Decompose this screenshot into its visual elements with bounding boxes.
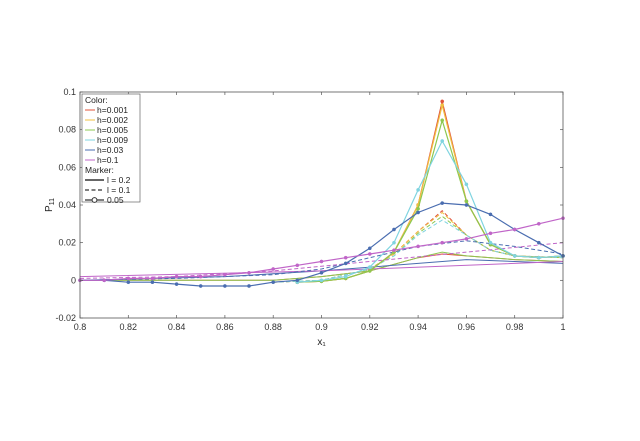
data-point [198, 284, 203, 288]
data-point [319, 278, 324, 283]
data-point [488, 231, 493, 236]
data-point [488, 240, 493, 245]
x-tick-label: 0.88 [264, 322, 282, 332]
legend-entry-label: h=0.001 [97, 105, 128, 115]
y-tick-label: 0.04 [58, 200, 76, 210]
legend-style-label: 0.05 [107, 195, 124, 205]
y-axis-label: P11 [44, 198, 56, 212]
series-line-solid-13 [80, 251, 564, 281]
data-point [150, 276, 155, 281]
data-point [464, 199, 469, 204]
data-point [392, 240, 396, 245]
series-line-marker-3 [297, 139, 564, 283]
data-point [295, 278, 300, 283]
data-point [271, 280, 276, 285]
y-tick-label: 0.08 [58, 125, 76, 135]
legend-color-title: Color: [85, 95, 108, 105]
legend-entry-label: h=0.1 [97, 155, 119, 165]
data-point [536, 221, 541, 226]
x-tick-label: 0.9 [315, 322, 328, 332]
data-point [488, 212, 493, 217]
data-point [150, 280, 155, 285]
data-point [416, 210, 420, 215]
data-point [367, 252, 372, 256]
x-tick-label: 0.98 [506, 322, 524, 332]
data-point [367, 265, 372, 269]
y-tick-label: 0 [71, 275, 76, 285]
legend-entry-label: h=0.002 [97, 115, 128, 125]
legend-style-label: l = 0.1 [107, 185, 131, 195]
series-line-solid-15 [79, 261, 564, 278]
legend-style-label: l = 0.2 [107, 175, 131, 185]
data-point [464, 203, 469, 207]
legend-marker-circle [91, 197, 98, 203]
data-point [416, 244, 420, 249]
ticks-layer: 0.8 0.82 0.84 0.86 0.88 0.9 0.92 0.94 0.96 0.98 1 -… [55, 87, 565, 332]
data-point [440, 139, 445, 143]
y-tick-label: 0.02 [58, 238, 76, 248]
legend-marker-title: Marker: [85, 165, 114, 175]
data-point [367, 269, 372, 273]
data-point [464, 182, 469, 187]
data-point [440, 103, 445, 108]
data-point [271, 267, 276, 271]
data-point [247, 284, 251, 288]
legend-entry-label: h=0.005 [97, 125, 128, 135]
x-tick-label: 0.86 [216, 322, 234, 332]
x-tick-label: 0.84 [168, 322, 186, 332]
x-tick-label: 0.94 [409, 322, 427, 332]
data-point [512, 227, 517, 232]
legend-entry-label: h=0.03 [97, 145, 124, 155]
data-point [126, 276, 131, 281]
plot-frame [79, 91, 564, 319]
y-tick-label: 0.1 [63, 87, 76, 97]
data-point [223, 284, 227, 288]
data-point [416, 206, 420, 211]
series-line-marker-2 [297, 118, 564, 283]
data-point [247, 270, 251, 275]
data-point [440, 99, 445, 104]
legend: Color:h=0.001h=0.002h=0.005h=0.009h=0.03… [81, 93, 141, 205]
data-point [392, 227, 396, 232]
x-tick-label: 0.92 [361, 322, 379, 332]
data-point [416, 188, 420, 192]
y-tick-label: 0.06 [58, 162, 76, 172]
data-point [319, 270, 324, 275]
data-point [295, 263, 300, 268]
data-point [174, 282, 179, 286]
data-point [440, 240, 445, 245]
legend-box [81, 93, 141, 203]
data-point [392, 248, 396, 253]
data-point [343, 274, 348, 279]
x-axis-label: x₁ [317, 337, 326, 348]
legend-entry-label: h=0.009 [97, 135, 128, 145]
y-axis-label-subscript: 11 [49, 198, 56, 205]
data-point [512, 254, 517, 258]
series-line-dashed-11 [79, 242, 564, 279]
data-point [198, 274, 203, 279]
data-point [319, 259, 324, 264]
data-point [343, 255, 348, 260]
data-point [174, 274, 179, 279]
series-layer [78, 99, 565, 288]
data-point [464, 237, 469, 241]
data-point [440, 118, 445, 123]
data-point [343, 261, 348, 266]
x-tick-label: 0.96 [458, 322, 476, 332]
series-line-dashed-9 [273, 219, 564, 283]
data-point [536, 240, 541, 245]
y-tick-label: -0.02 [55, 313, 76, 323]
x-tick-label: 0.82 [120, 322, 138, 332]
data-point [367, 246, 372, 251]
x-tick-label: 0.8 [74, 322, 87, 332]
data-point [126, 280, 131, 285]
data-point [102, 278, 107, 283]
x-tick-label: 1 [560, 322, 565, 332]
data-point [440, 201, 445, 205]
y-axis-label-main: P [44, 205, 55, 212]
data-point [536, 255, 541, 260]
data-point [223, 272, 227, 277]
series-line-dashed-8 [273, 215, 564, 283]
